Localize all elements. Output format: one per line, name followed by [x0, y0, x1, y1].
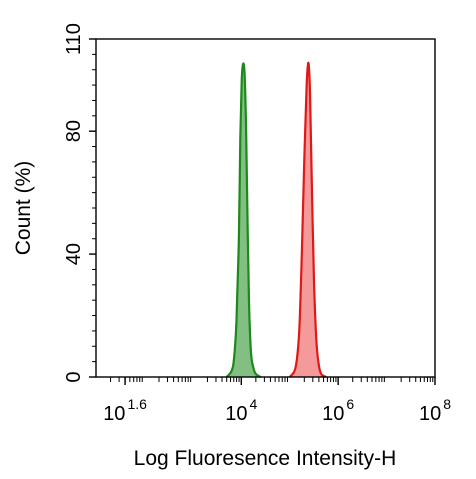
y-tick-label-0: 0	[63, 371, 85, 382]
y-tick-label-1: 40	[63, 243, 85, 265]
tick-layer	[89, 38, 436, 385]
x-tick-label-1: 10 4	[225, 396, 257, 425]
y-axis-title: Count (%)	[12, 161, 35, 256]
x-tick-label-2: 10 6	[322, 396, 354, 425]
x-axis-title: Log Fluoresence Intensity-H	[134, 447, 397, 470]
series-0-line	[225, 62, 262, 378]
y-tick-label-2: 80	[63, 120, 85, 142]
series-layer	[225, 61, 327, 378]
series-0-fill	[226, 63, 261, 377]
label-layer: 0 40 80 110 10 1.6 10 4 10 6 10 8	[63, 23, 451, 425]
y-tick-label-3: 110	[63, 23, 85, 55]
x-tick-label-3: 10 8	[419, 396, 451, 425]
plot-frame	[95, 38, 436, 378]
series-1-line	[288, 61, 327, 378]
x-tick-label-0: 10 1.6	[103, 396, 147, 425]
series-1-fill	[289, 62, 327, 377]
